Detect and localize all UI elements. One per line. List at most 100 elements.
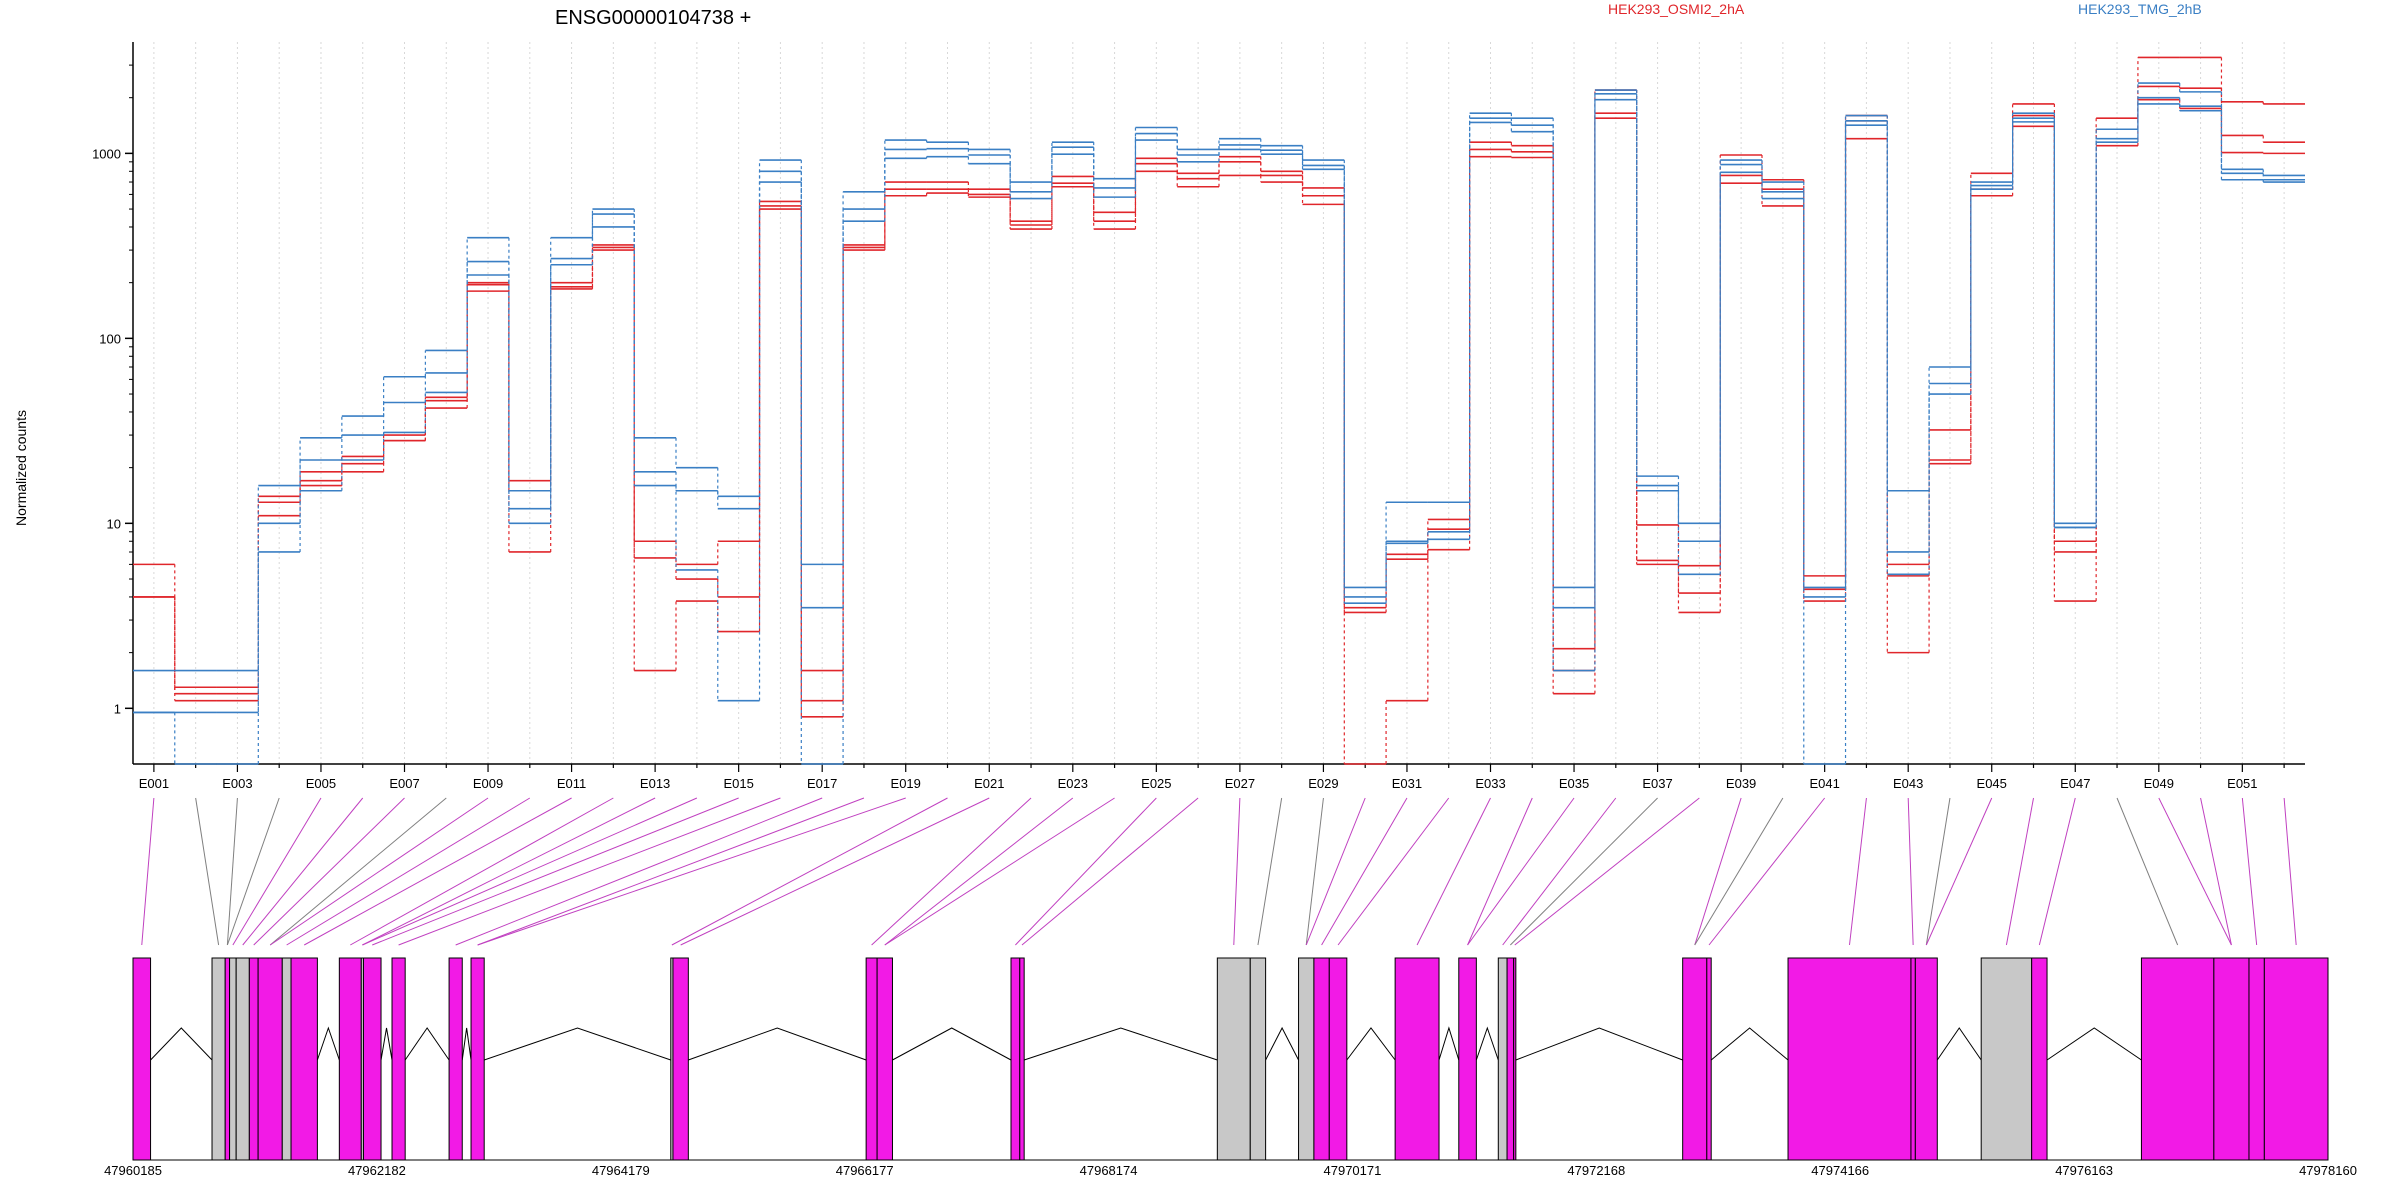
x-tick-label: E003 xyxy=(222,776,252,791)
genome-tick-label: 47962182 xyxy=(348,1163,406,1178)
exon-connector xyxy=(1257,797,1283,946)
exon-tested xyxy=(132,957,152,1161)
intron-line xyxy=(892,1027,1012,1061)
intron-line xyxy=(316,1026,340,1061)
y-tick-label: 10 xyxy=(107,516,121,531)
exon-untested xyxy=(1298,957,1315,1161)
x-tick-label: E027 xyxy=(1225,776,1255,791)
x-tick-label: E013 xyxy=(640,776,670,791)
exon-tested xyxy=(224,957,231,1161)
y-axis-label: Normalized counts xyxy=(13,410,29,526)
exon-connector xyxy=(2241,797,2258,946)
y-tick-label: 1000 xyxy=(92,146,121,161)
exon-tested xyxy=(470,957,485,1161)
exon-tested xyxy=(1313,957,1330,1161)
exon-tested xyxy=(1328,957,1348,1161)
intron-line xyxy=(461,1027,472,1061)
chart-title: ENSG00000104738 + xyxy=(555,7,751,29)
exon-tested xyxy=(672,957,689,1161)
x-tick-label: E023 xyxy=(1058,776,1088,791)
intron-line xyxy=(1024,1027,1218,1061)
exon-connector xyxy=(362,797,656,946)
x-tick-label: E011 xyxy=(557,776,586,791)
exon-tested xyxy=(290,957,318,1161)
exon-tested xyxy=(1706,957,1712,1161)
series-line xyxy=(133,98,2305,765)
x-tick-label: E043 xyxy=(1893,776,1923,791)
x-axis: E001 E003 E005 E007 E009 E011 E013 E015 E017 E019… xyxy=(133,763,2305,791)
intron-line xyxy=(1936,1027,1982,1061)
exon-connector xyxy=(871,797,1032,946)
exon-connector xyxy=(398,797,781,946)
exon-tested xyxy=(1910,957,1916,1161)
x-tick-label: E017 xyxy=(807,776,837,791)
exon-untested xyxy=(281,957,292,1161)
exon-untested xyxy=(1216,957,1251,1161)
exon-connector xyxy=(455,797,823,946)
x-tick-label: E025 xyxy=(1141,776,1171,791)
x-tick-label: E031 xyxy=(1392,776,1422,791)
exon-connector xyxy=(2038,797,2076,946)
exon-connector xyxy=(1305,797,1366,946)
exon-connector xyxy=(1467,797,1533,946)
y-axis: 1 10 100 1000 xyxy=(92,42,134,764)
exon-connector xyxy=(1925,797,1993,946)
exon-connector xyxy=(269,797,489,946)
exon-tested xyxy=(876,957,893,1161)
exon-connector xyxy=(303,797,572,946)
exon-tested xyxy=(1506,957,1515,1161)
x-tick-label: E049 xyxy=(2144,776,2174,791)
exon-tested xyxy=(865,957,878,1161)
exon-connectors xyxy=(141,797,2297,946)
exon-tested xyxy=(257,957,283,1161)
intron-line xyxy=(1438,1026,1460,1061)
vertical-gridlines xyxy=(153,42,2285,764)
exon-tested xyxy=(2213,957,2250,1161)
intron-line xyxy=(1710,1027,1789,1061)
x-tick-label: E051 xyxy=(2227,776,2257,791)
exon-connector xyxy=(1708,797,1826,946)
exon-connector xyxy=(1321,797,1408,946)
intron-line xyxy=(1475,1026,1499,1061)
exon-connector xyxy=(286,797,531,946)
y-tick-label: 1 xyxy=(114,701,121,716)
genome-tick-label: 47970171 xyxy=(1324,1163,1382,1178)
exon-connector xyxy=(1015,797,1157,946)
exon-tested xyxy=(2263,957,2329,1161)
exon-connector xyxy=(195,797,220,946)
exon-tested xyxy=(1513,957,1517,1161)
exon-tested xyxy=(338,957,362,1161)
series-lines xyxy=(133,56,2305,765)
exon-connector xyxy=(2116,797,2179,946)
x-tick-label: E037 xyxy=(1642,776,1672,791)
intron-line xyxy=(484,1027,671,1061)
genome-tick-label: 47974166 xyxy=(1811,1163,1869,1178)
x-tick-label: E015 xyxy=(723,776,753,791)
x-tick-label: E045 xyxy=(1977,776,2007,791)
intron-line xyxy=(688,1027,867,1061)
exon-connector xyxy=(1416,797,1491,946)
exon-connector xyxy=(477,797,865,946)
exon-connector xyxy=(1925,797,1951,946)
exon-tested xyxy=(2248,957,2265,1161)
exon-tested xyxy=(362,957,382,1161)
exon-connector xyxy=(1694,797,1742,946)
exon-untested xyxy=(229,957,237,1161)
exon-connector xyxy=(884,797,1115,946)
intron-line xyxy=(2046,1027,2142,1061)
exon-tested xyxy=(1394,957,1440,1161)
exon-untested xyxy=(211,957,226,1161)
exon-connector xyxy=(362,797,698,946)
exon-connector xyxy=(1907,797,1914,946)
exon-connector xyxy=(1305,797,1324,946)
legend-entry-osmi2: HEK293_OSMI2_2hA xyxy=(1608,1,1745,17)
exon-tested xyxy=(391,957,406,1161)
legend-entry-tmg: HEK293_TMG_2hB xyxy=(2078,1,2202,17)
genome-tick-label: 47966177 xyxy=(836,1163,894,1178)
exon-tested xyxy=(1682,957,1708,1161)
exon-untested xyxy=(1249,957,1267,1161)
exon-untested xyxy=(235,957,250,1161)
exon-tested xyxy=(2031,957,2048,1161)
exon-connector xyxy=(141,797,155,946)
